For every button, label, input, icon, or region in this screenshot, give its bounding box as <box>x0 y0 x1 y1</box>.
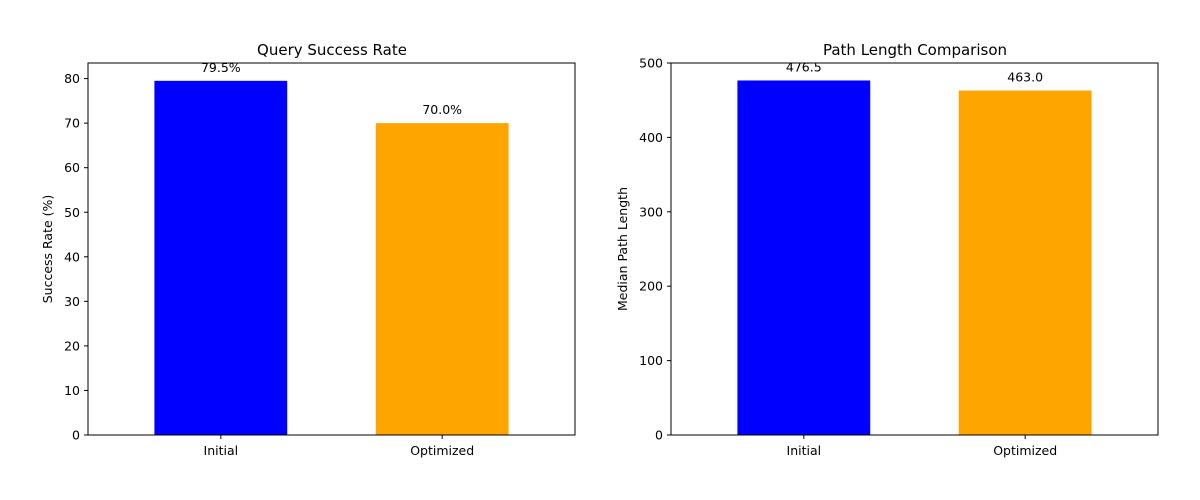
y-tick-label: 80 <box>64 71 80 86</box>
y-tick-label: 60 <box>64 160 80 175</box>
x-tick-label: Optimized <box>993 443 1057 458</box>
y-tick-label: 30 <box>64 294 80 309</box>
y-tick-label: 50 <box>64 205 80 220</box>
data-label-initial: 79.5% <box>201 60 241 75</box>
y-tick-label: 200 <box>639 279 663 294</box>
x-tick-label: Initial <box>787 443 822 458</box>
y-tick-label: 0 <box>655 428 663 443</box>
data-labels: 79.5% 70.0% <box>201 60 462 117</box>
data-label-optimized: 463.0 <box>1007 70 1043 85</box>
y-tick-label: 0 <box>72 428 80 443</box>
bar-group <box>154 80 509 435</box>
data-label-optimized: 70.0% <box>422 102 462 117</box>
y-tick-label: 40 <box>64 249 80 264</box>
bar-initial <box>154 80 288 435</box>
bar-optimized <box>375 123 509 435</box>
plot-frame <box>87 62 576 436</box>
y-tick-label: 400 <box>639 130 663 145</box>
y-tick-label: 100 <box>639 353 663 368</box>
path-length-chart: Path Length Comparison Median Path Lengt… <box>615 41 1159 458</box>
y-tick-label: 20 <box>64 338 80 353</box>
chart-title: Query Success Rate <box>257 41 407 59</box>
success-rate-chart: Query Success Rate Success Rate (%) 0 10 2… <box>40 41 576 458</box>
bar-optimized <box>958 90 1092 435</box>
bar-initial <box>737 80 871 435</box>
x-axis-ticks: Initial Optimized <box>787 435 1057 458</box>
x-tick-label: Initial <box>204 443 239 458</box>
x-axis-ticks: Initial Optimized <box>204 435 474 458</box>
y-axis-ticks: 0 100 200 300 400 500 <box>639 56 671 443</box>
y-tick-label: 500 <box>639 56 663 71</box>
chart-title: Path Length Comparison <box>823 41 1007 59</box>
data-label-initial: 476.5 <box>786 59 822 74</box>
y-tick-label: 10 <box>64 383 80 398</box>
y-tick-label: 70 <box>64 116 80 131</box>
x-tick-label: Optimized <box>410 443 474 458</box>
y-axis-label: Median Path Length <box>615 187 630 311</box>
y-tick-label: 300 <box>639 204 663 219</box>
y-axis-ticks: 0 10 20 30 40 50 60 70 80 <box>64 71 88 443</box>
bar-group <box>737 80 1092 435</box>
plot-frame <box>670 62 1159 436</box>
y-axis-label: Success Rate (%) <box>40 195 55 304</box>
